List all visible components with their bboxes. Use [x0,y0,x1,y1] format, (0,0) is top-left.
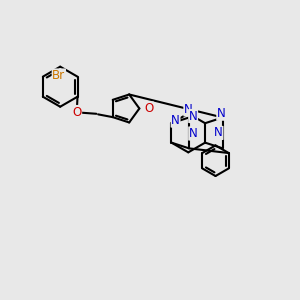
Text: N: N [171,114,180,127]
Text: N: N [217,107,226,120]
Text: N: N [184,103,193,116]
Text: O: O [72,106,82,118]
Text: Br: Br [52,69,65,82]
Text: N: N [214,126,223,140]
Text: N: N [189,110,197,122]
Text: N: N [189,127,197,140]
Text: O: O [144,102,153,115]
